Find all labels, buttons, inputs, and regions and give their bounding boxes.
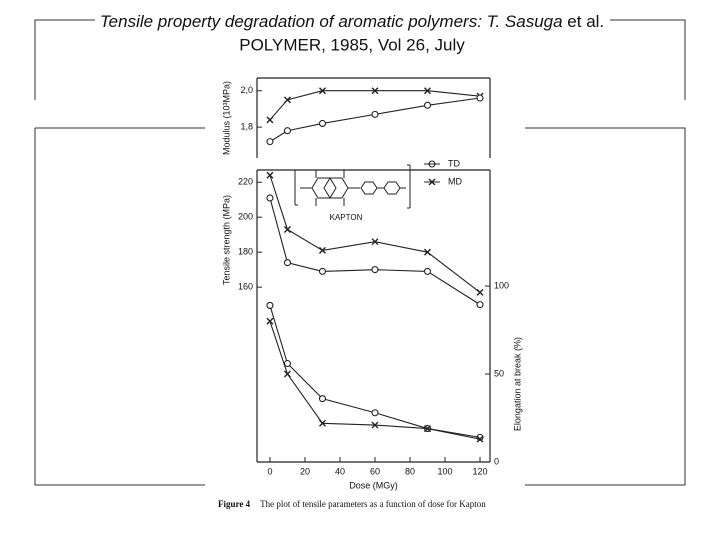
- x-tick-label: 40: [335, 466, 345, 476]
- y-axis-label: Tensile strength (MPa): [221, 195, 231, 285]
- point: [371, 87, 379, 95]
- y-tick-label: 180: [238, 247, 253, 257]
- x-tick-label: 100: [437, 466, 452, 476]
- point: [283, 127, 292, 135]
- point: [266, 116, 274, 124]
- y-tick-label: 200: [238, 212, 253, 222]
- point: [476, 94, 484, 102]
- header-subtitle: POLYMER, 1985, Vol 26, July: [239, 35, 465, 54]
- x-axis-label: Dose (MGy): [349, 480, 398, 490]
- point: [283, 225, 291, 233]
- point: [318, 395, 327, 403]
- frame-bottom: [34, 127, 686, 486]
- series-line: [269, 175, 481, 293]
- point: [266, 194, 274, 202]
- point: [423, 101, 432, 109]
- point: [423, 267, 432, 275]
- point: [318, 267, 327, 275]
- point: [476, 288, 484, 296]
- series-line: [269, 197, 481, 306]
- x-tick-label: 60: [370, 466, 380, 476]
- point: [318, 246, 326, 254]
- point: [371, 421, 379, 429]
- chemical-structure: [294, 164, 411, 209]
- point: [266, 317, 274, 325]
- point: [283, 359, 292, 368]
- y-tick-label: 1,8: [240, 121, 253, 131]
- point: [424, 248, 431, 256]
- caption-text: The plot of tensile parameters as a func…: [260, 499, 486, 509]
- x-tick-label: 20: [300, 466, 310, 476]
- x-tick-label: 80: [405, 466, 415, 476]
- point: [476, 435, 484, 443]
- point: [371, 266, 379, 274]
- point: [424, 425, 431, 433]
- point: [318, 87, 326, 95]
- x-tick-label: 120: [473, 466, 488, 476]
- y-tick-label: 220: [238, 177, 253, 187]
- y-tick-label: 2,0: [240, 85, 253, 95]
- series-line: [269, 90, 481, 121]
- y2-tick-label: 0: [494, 456, 499, 466]
- figure-bg: [205, 68, 525, 533]
- y2-axis-label: Elongation at break (%): [512, 337, 522, 431]
- title-italic: Tensile property degradation of aromatic…: [100, 12, 563, 31]
- point: [371, 110, 379, 118]
- caption: Figure 4 The plot of tensile parameters a…: [218, 499, 486, 509]
- frame-top: [34, 19, 686, 100]
- legend-label: MD: [448, 176, 462, 186]
- point: [283, 370, 291, 378]
- header-title: Tensile property degradation of aromatic…: [100, 12, 604, 31]
- point: [371, 238, 379, 246]
- y-axis-label: Modulus (10³MPa): [221, 81, 231, 155]
- point: [283, 259, 292, 267]
- structure-label: KAPTON: [330, 213, 363, 222]
- x-tick-label: 0: [267, 466, 272, 476]
- caption-figure-no: Figure 4: [218, 499, 251, 509]
- point: [266, 171, 274, 179]
- point: [266, 138, 274, 146]
- frame: [34, 19, 686, 486]
- point: [283, 96, 291, 104]
- point: [476, 301, 484, 309]
- point: [371, 409, 379, 417]
- y2-tick-label: 50: [494, 368, 504, 378]
- point: [318, 419, 326, 427]
- y-tick-label: 160: [238, 282, 253, 292]
- point: [424, 87, 431, 95]
- series-line: [269, 321, 481, 440]
- y2-tick-label: 100: [494, 280, 509, 290]
- title-tail: et al.: [567, 12, 604, 31]
- legend-label: TD: [448, 158, 460, 168]
- point: [318, 119, 327, 128]
- point: [266, 301, 274, 309]
